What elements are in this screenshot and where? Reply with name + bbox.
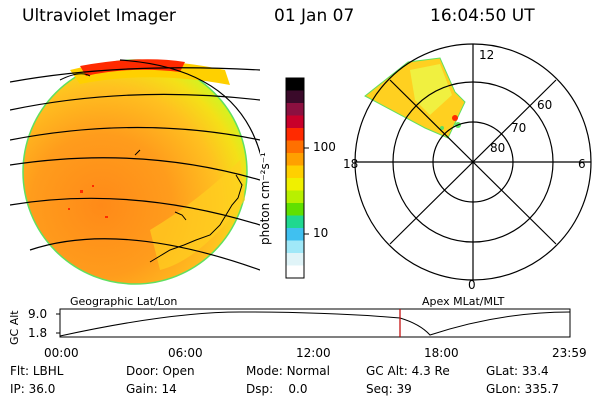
polar-label-bottom: 0: [468, 278, 476, 292]
info-mode: Mode: Normal: [246, 364, 330, 378]
timeline-right-title: Apex MLat/MLT: [422, 295, 505, 308]
colorbar-segment: [286, 190, 304, 204]
info-ip: IP: 36.0: [10, 382, 56, 396]
timeline-left-title: Geographic Lat/Lon: [70, 295, 178, 308]
info-seq: Seq: 39: [366, 382, 412, 396]
altitude-timeline: [56, 308, 571, 338]
polar-ring-70: 70: [511, 121, 527, 135]
colorbar-tick-100: 100: [313, 140, 336, 154]
timeline-xtick-4: 23:59: [552, 346, 587, 360]
timeline-xtick-3: 18:00: [424, 346, 459, 360]
info-flt: Flt: LBHL: [10, 364, 64, 378]
colorbar-tick-10: 10: [313, 226, 329, 240]
info-dsp: Dsp: 0.0: [246, 382, 308, 396]
time-label: 16:04:50 UT: [430, 6, 535, 26]
timeline-ytick-low: 1.8: [28, 326, 48, 340]
polar-label-right: 6: [578, 157, 586, 171]
timeline-xtick-0: 00:00: [44, 346, 79, 360]
info-glon: GLon: 335.7: [486, 382, 559, 396]
info-gc-alt: GC Alt: 4.3 Re: [366, 364, 450, 378]
colorbar-segment: [286, 178, 304, 191]
colorbar-segment: [286, 140, 304, 154]
polar-plot: [354, 43, 592, 281]
colorbar: [286, 78, 304, 279]
colorbar-segment: [286, 228, 304, 241]
colorbar-segment: [286, 78, 304, 91]
polar-ring-60: 60: [537, 98, 553, 112]
colorbar-segment: [286, 215, 304, 229]
timeline-xtick-2: 12:00: [296, 346, 331, 360]
instrument-title: Ultraviolet Imager: [22, 6, 176, 26]
info-door: Door: Open: [126, 364, 195, 378]
colorbar-segment: [286, 240, 304, 254]
colorbar-segment: [286, 153, 304, 166]
timeline-xtick-1: 06:00: [168, 346, 203, 360]
info-glat: GLat: 33.4: [486, 364, 549, 378]
colorbar-segment: [286, 253, 304, 266]
timeline-ytick-high: 9.0: [28, 307, 48, 321]
colorbar-frame: [285, 77, 305, 279]
earth-disk-image: [10, 59, 260, 285]
colorbar-segment: [286, 128, 304, 141]
colorbar-segment: [286, 165, 304, 179]
colorbar-segment: [286, 103, 304, 116]
info-gain: Gain: 14: [126, 382, 177, 396]
timeline-axis-label: GC Alt: [8, 310, 21, 345]
polar-ring-80: 80: [490, 141, 506, 155]
polar-label-left: 18: [343, 157, 359, 171]
colorbar-segment: [286, 265, 304, 279]
colorbar-segment: [286, 115, 304, 129]
date-label: 01 Jan 07: [274, 6, 355, 26]
colorbar-unit-label: photon cm⁻²s⁻¹: [258, 152, 272, 245]
colorbar-segment: [286, 90, 304, 104]
colorbar-segment: [286, 203, 304, 216]
polar-label-top: 12: [479, 48, 495, 62]
